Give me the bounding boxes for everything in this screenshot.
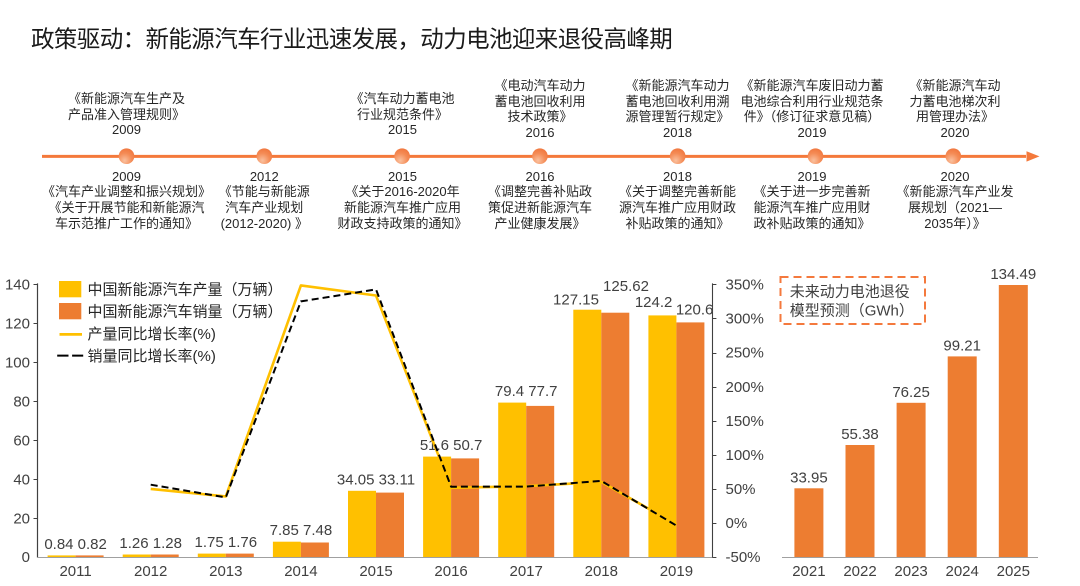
svg-text:2024: 2024 [946, 563, 979, 580]
svg-text:2023: 2023 [894, 563, 927, 580]
svg-text:100: 100 [5, 355, 30, 372]
svg-text:20: 20 [13, 510, 30, 527]
svg-text:125.62: 125.62 [603, 278, 649, 295]
svg-text:中国新能源汽车销量（万辆）: 中国新能源汽车销量（万辆） [88, 303, 283, 320]
svg-text:99.21: 99.21 [943, 337, 981, 354]
svg-text:0: 0 [22, 549, 30, 566]
svg-text:2018: 2018 [585, 563, 618, 580]
svg-text:50%: 50% [726, 481, 756, 498]
svg-text:250%: 250% [726, 345, 764, 362]
svg-text:127.15: 127.15 [553, 291, 599, 308]
svg-text:100%: 100% [726, 447, 764, 464]
svg-text:2022: 2022 [843, 563, 876, 580]
svg-text:40: 40 [13, 471, 30, 488]
svg-text:140: 140 [5, 277, 30, 294]
svg-text:51.6 50.7: 51.6 50.7 [420, 437, 483, 454]
svg-text:2021: 2021 [792, 563, 825, 580]
svg-text:2025: 2025 [997, 563, 1030, 580]
svg-text:120.6: 120.6 [676, 301, 714, 318]
svg-text:76.25: 76.25 [892, 384, 930, 401]
svg-text:2014: 2014 [284, 563, 317, 580]
svg-text:0.84 0.82: 0.84 0.82 [44, 536, 107, 553]
svg-text:未来动力电池退役: 未来动力电池退役 [790, 284, 910, 301]
svg-text:33.95: 33.95 [790, 469, 828, 486]
svg-text:2017: 2017 [510, 563, 543, 580]
svg-text:124.2: 124.2 [635, 294, 673, 311]
svg-text:300%: 300% [726, 311, 764, 328]
svg-text:55.38: 55.38 [841, 426, 879, 443]
svg-text:34.05 33.11: 34.05 33.11 [337, 471, 415, 488]
svg-text:7.85 7.48: 7.85 7.48 [270, 522, 333, 539]
svg-text:1.26 1.28: 1.26 1.28 [119, 535, 182, 552]
svg-text:2016: 2016 [434, 563, 467, 580]
svg-text:-50%: -50% [726, 549, 761, 566]
svg-text:中国新能源汽车产量（万辆）: 中国新能源汽车产量（万辆） [88, 281, 283, 298]
svg-text:120: 120 [5, 316, 30, 333]
svg-text:150%: 150% [726, 413, 764, 430]
svg-text:1.75 1.76: 1.75 1.76 [195, 534, 258, 551]
svg-text:模型预测（GWh）: 模型预测（GWh） [790, 302, 914, 319]
svg-text:产量同比增长率(%): 产量同比增长率(%) [88, 326, 216, 343]
svg-text:2019: 2019 [660, 563, 693, 580]
svg-text:80: 80 [13, 393, 30, 410]
svg-text:2011: 2011 [59, 563, 91, 580]
svg-text:134.49: 134.49 [990, 266, 1036, 283]
svg-text:2015: 2015 [359, 563, 392, 580]
svg-text:350%: 350% [726, 277, 764, 294]
svg-text:79.4 77.7: 79.4 77.7 [495, 383, 558, 400]
svg-text:60: 60 [13, 432, 30, 449]
svg-text:200%: 200% [726, 379, 764, 396]
svg-text:2013: 2013 [209, 563, 242, 580]
svg-text:0%: 0% [726, 515, 748, 532]
svg-text:2012: 2012 [134, 563, 167, 580]
svg-text:销量同比增长率(%): 销量同比增长率(%) [88, 348, 216, 365]
